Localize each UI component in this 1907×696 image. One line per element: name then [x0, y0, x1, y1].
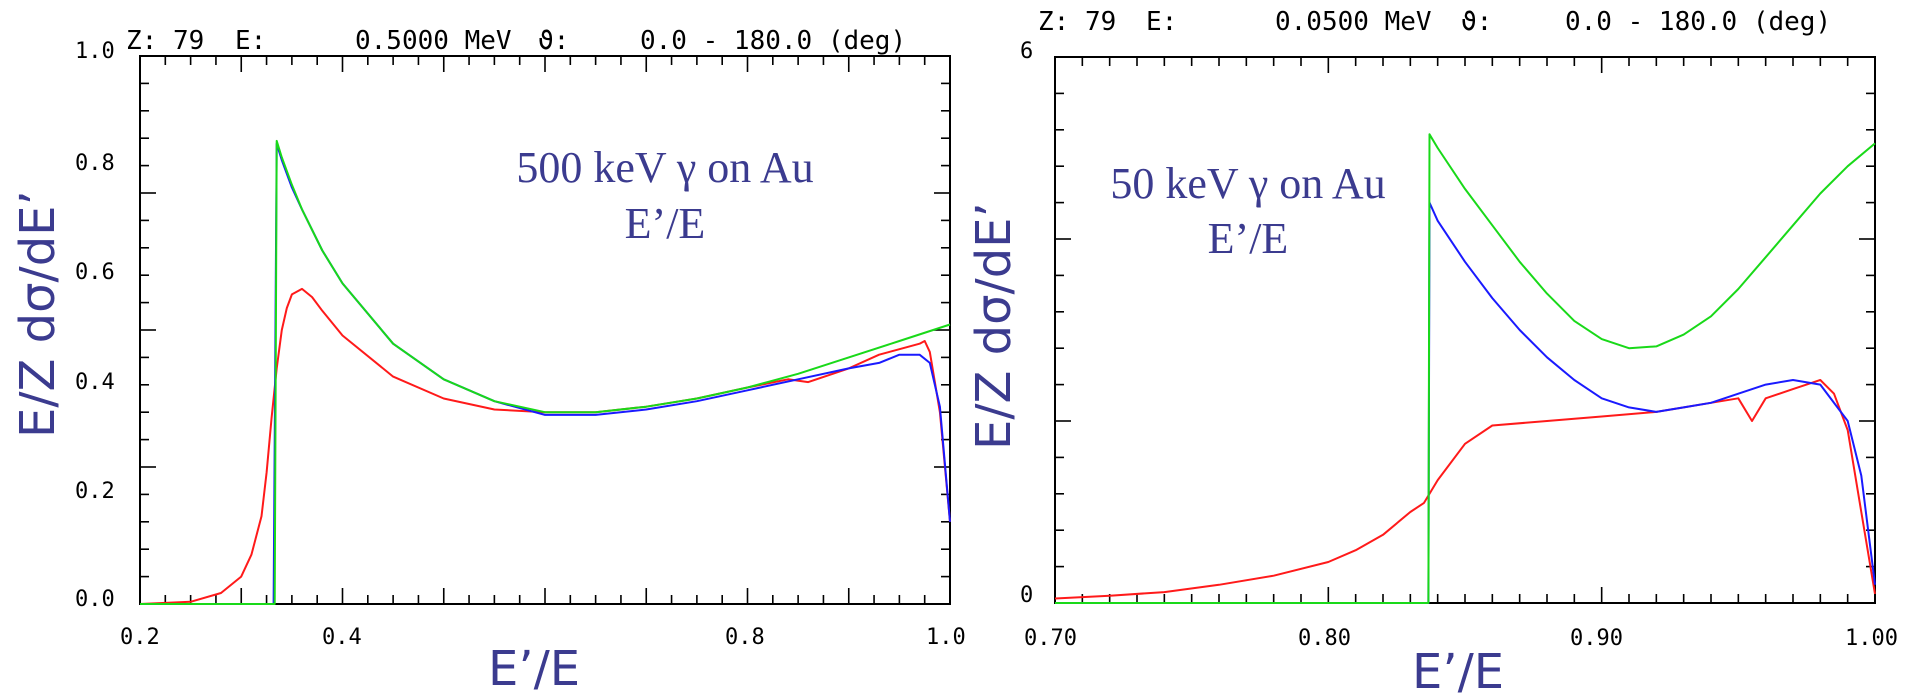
left-xtick-0.2: 0.2: [120, 625, 160, 650]
right-xtick-0.80: 0.80: [1298, 626, 1351, 651]
left-annotation-line1: 500 keV γ on Au: [516, 143, 813, 192]
left-ytick-0.0: 0.0: [75, 587, 115, 612]
left-annotation-line2: E’/E: [625, 199, 706, 248]
left-xtick-0.4: 0.4: [322, 625, 362, 650]
left-ytick-1.0: 1.0: [75, 39, 115, 64]
right-plot-frame: [1054, 56, 1876, 604]
left-ytick-0.4: 0.4: [75, 370, 115, 395]
left-plot-frame: [139, 55, 951, 605]
left-header-range: 0.0 - 180.0 (deg): [640, 26, 906, 56]
right-xtick-0.70: 0.70: [1024, 626, 1077, 651]
right-series-green: [1055, 133, 1876, 604]
left-curves: [139, 139, 951, 605]
right-series-red: [1054, 379, 1876, 600]
left-series-green: [140, 139, 951, 605]
right-annotation-line1: 50 keV γ on Au: [1110, 159, 1385, 208]
right-series-blue: [1055, 201, 1876, 604]
left-series-red: [139, 287, 951, 605]
left-header-z: Z: 79: [126, 26, 204, 56]
right-curves: [1054, 133, 1876, 604]
right-ylabel: E/Z dσ/dE’: [966, 202, 1022, 450]
left-header-theta: ϑ:: [538, 26, 569, 56]
left-ytick-0.2: 0.2: [75, 479, 115, 504]
left-xlabel: E’/E: [488, 641, 580, 696]
left-xtick-0.8: 0.8: [725, 625, 765, 650]
right-xtick-1.00: 1.00: [1845, 626, 1898, 651]
left-header-e: E:: [235, 26, 266, 56]
right-ytick-6: 6: [1020, 39, 1033, 64]
right-header-e: E:: [1146, 7, 1177, 37]
left-series-blue: [140, 142, 951, 605]
right-header-energy: 0.0500 MeV: [1275, 7, 1432, 37]
right-xtick-0.90: 0.90: [1570, 626, 1623, 651]
right-axis-ticks: [1054, 56, 1876, 604]
right-chart: Z: 79 E: 0.0500 MeV ϑ: 0.0 - 180.0 (deg)…: [966, 7, 1898, 696]
left-axis-ticks: [139, 55, 951, 605]
right-ytick-0: 0: [1020, 583, 1033, 608]
left-xtick-1.0: 1.0: [926, 625, 966, 650]
right-header-theta: ϑ:: [1461, 7, 1492, 37]
right-annotation-line2: E’/E: [1208, 214, 1289, 263]
left-ytick-0.8: 0.8: [75, 151, 115, 176]
right-header-z: Z: 79: [1038, 7, 1116, 37]
left-ylabel: E/Z dσ/dE’: [10, 190, 66, 438]
left-chart: Z: 79 E: 0.5000 MeV ϑ: 0.0 - 180.0 (deg)…: [10, 26, 966, 696]
left-header-energy: 0.5000 MeV: [355, 26, 512, 56]
right-xlabel: E’/E: [1412, 644, 1504, 696]
left-ytick-0.6: 0.6: [75, 260, 115, 285]
right-header-range: 0.0 - 180.0 (deg): [1565, 7, 1831, 37]
